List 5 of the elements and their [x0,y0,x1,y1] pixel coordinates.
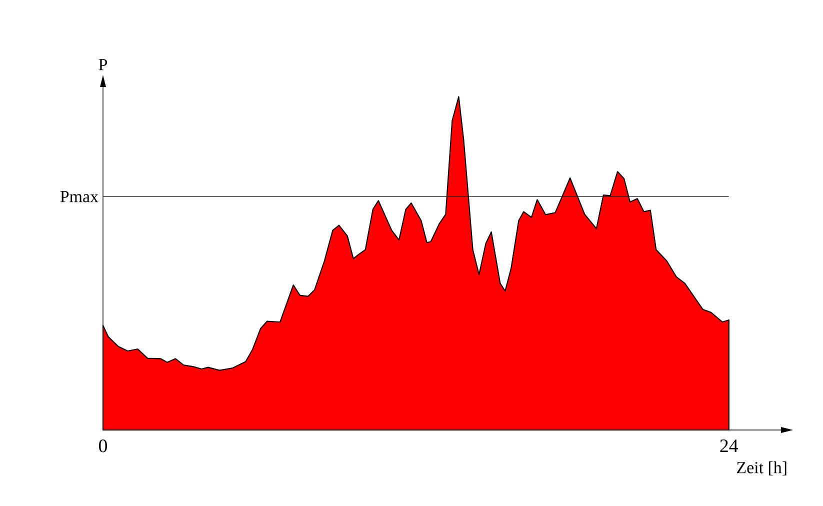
y-axis-title: P [98,59,108,70]
x-tick-label: 24 [720,440,738,452]
x-tick-label: 0 [98,440,108,452]
x-axis-title: Zeit [h] [737,461,786,476]
ref-line-label: Pmax [60,191,98,202]
